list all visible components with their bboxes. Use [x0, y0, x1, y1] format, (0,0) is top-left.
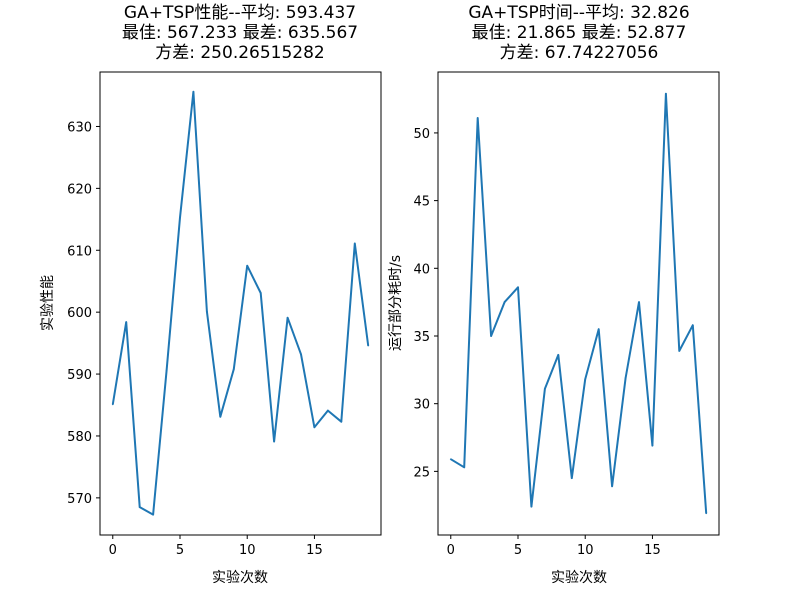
y-tick-label: 570 — [67, 492, 92, 507]
data-point — [111, 403, 114, 406]
x-tick-label: 5 — [176, 543, 184, 558]
data-point — [490, 335, 492, 337]
data-point — [367, 344, 370, 347]
series-line — [450, 92, 708, 514]
data-point — [638, 301, 640, 303]
data-point — [624, 377, 627, 379]
y-tick-label: 630 — [67, 120, 92, 135]
y-axis-label: 运行部分耗时/s — [388, 255, 404, 351]
data-point — [219, 415, 222, 418]
x-tick-label: 15 — [644, 543, 661, 558]
y-tick-label: 600 — [67, 306, 92, 321]
data-point — [651, 444, 654, 447]
data-point — [705, 512, 708, 515]
data-point — [340, 420, 343, 423]
x-tick-label: 0 — [109, 543, 117, 558]
data-point — [273, 440, 275, 443]
data-point — [544, 387, 546, 390]
x-tick-label: 5 — [514, 543, 522, 558]
chart-title-line: GA+TSP时间--平均: 32.826 — [468, 3, 689, 23]
y-axis-label: 实验性能 — [40, 275, 56, 331]
data-point — [179, 216, 181, 219]
series-line — [111, 90, 370, 516]
data-point — [165, 369, 168, 372]
data-point — [232, 368, 235, 370]
data-point — [463, 466, 466, 469]
data-point — [300, 353, 302, 356]
data-point — [125, 321, 128, 323]
data-point — [611, 485, 613, 488]
y-tick-label: 25 — [413, 465, 430, 480]
data-point — [152, 513, 154, 516]
data-point — [530, 505, 533, 508]
series-group — [449, 92, 708, 515]
data-point — [678, 350, 681, 352]
data-point — [557, 354, 560, 356]
data-point — [665, 92, 667, 95]
tick-labels: 0 5 10 15 25 30 35 40 45 50 — [413, 127, 660, 558]
data-point — [286, 316, 289, 319]
x-axis-label: 实验次数 — [212, 570, 268, 586]
y-tick-label: 35 — [413, 330, 430, 345]
chart-title-line: 最佳: 567.233 最差: 635.567 — [122, 23, 358, 43]
plot-area-frame — [437, 71, 720, 536]
chart-title-line: 方差: 250.26515282 — [155, 43, 325, 63]
y-tick-label: 30 — [413, 398, 430, 413]
y-tick-label: 50 — [413, 127, 430, 142]
y-tick-label: 620 — [67, 182, 92, 197]
x-tick-label: 0 — [447, 543, 455, 558]
subplot-performance: GA+TSP性能--平均: 593.437 最佳: 567.233 最差: 63… — [40, 3, 382, 586]
data-point — [449, 458, 452, 460]
tick-labels: 0 5 10 15 570 580 590 600 610 620 630 — [67, 120, 323, 558]
subplot-runtime: GA+TSP时间--平均: 32.826 最佳: 21.865 最差: 52.8… — [388, 3, 720, 586]
data-point — [313, 426, 316, 429]
axis-ticks — [434, 132, 653, 539]
y-tick-label: 45 — [413, 195, 430, 210]
chart-title-line: 方差: 67.74227056 — [500, 43, 659, 63]
data-point — [259, 292, 262, 294]
x-tick-label: 10 — [239, 543, 256, 558]
data-point — [584, 378, 587, 381]
x-tick-label: 10 — [577, 543, 594, 558]
chart-title-line: 最佳: 21.865 最差: 52.877 — [472, 23, 687, 43]
axis-ticks — [96, 125, 315, 539]
y-tick-label: 580 — [67, 430, 92, 445]
data-point — [503, 301, 506, 303]
y-tick-label: 610 — [67, 244, 92, 259]
data-point — [691, 324, 694, 326]
chart-title-line: GA+TSP性能--平均: 593.437 — [124, 3, 356, 23]
data-point — [517, 286, 519, 289]
data-point — [327, 409, 329, 412]
data-point — [192, 91, 195, 93]
series-group — [111, 90, 370, 516]
y-tick-label: 590 — [67, 368, 92, 383]
data-point — [206, 310, 208, 313]
x-axis-label: 实验次数 — [551, 570, 607, 586]
data-point — [138, 506, 141, 508]
data-point — [570, 477, 573, 479]
plot-area-frame — [99, 71, 382, 536]
data-point — [353, 242, 356, 245]
y-tick-label: 40 — [413, 262, 430, 277]
data-point — [597, 328, 600, 331]
data-point — [476, 117, 479, 119]
data-point — [246, 264, 249, 267]
x-tick-label: 15 — [306, 543, 323, 558]
